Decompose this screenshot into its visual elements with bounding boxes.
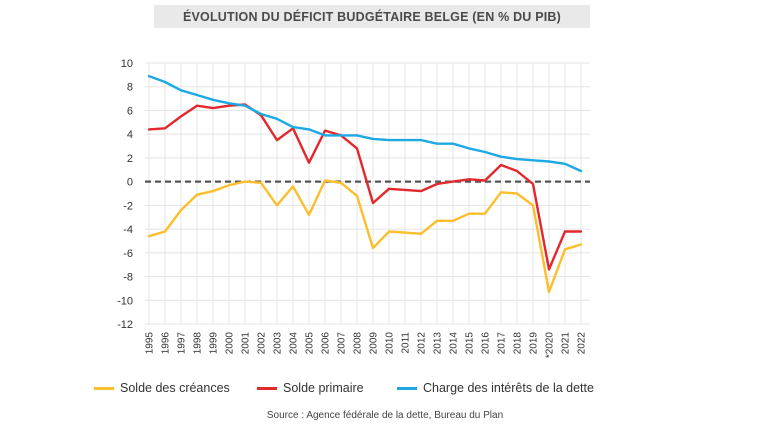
x-tick-label: 1995 (145, 332, 156, 355)
y-tick-label: -10 (117, 295, 133, 307)
y-tick-label: -4 (123, 224, 133, 236)
grid-lines (145, 62, 590, 325)
x-tick-label: 2022 (577, 332, 588, 355)
source-note: Source : Agence fédérale de la dette, Bu… (266, 410, 504, 421)
y-tick-label: -6 (123, 248, 133, 260)
x-axis-ticks: 1995 1996 1997 1998 1999 2000 2001 2002 2003 2004… (145, 332, 588, 359)
x-tick-label: 2016 (481, 332, 492, 355)
series-layer (147, 74, 583, 294)
y-tick-label: 10 (121, 58, 133, 70)
y-axis-ticks: 10 8 6 4 2 0 -2 -4 -6 -8 -10 -12 (117, 58, 133, 331)
legend-swatch-solde-primaire (257, 386, 277, 390)
x-tick-label: 2000 (225, 332, 236, 355)
x-tick-label: 2006 (321, 332, 332, 355)
x-tick-label: 2002 (257, 332, 268, 355)
legend-label: Solde primaire (283, 381, 364, 395)
x-tick-label: 2018 (513, 332, 524, 355)
x-tick-label: 2013 (433, 332, 444, 355)
x-tick-label: 2009 (369, 332, 380, 355)
x-tick-label: 2011 (401, 332, 412, 354)
chart-title-box: ÉVOLUTION DU DÉFICIT BUDGÉTAIRE BELGE (E… (154, 5, 590, 28)
x-tick-label: 2003 (273, 332, 284, 355)
x-tick-label: 1996 (161, 332, 172, 355)
series-line-1 (147, 103, 583, 271)
series-line-2 (147, 74, 583, 173)
series-line-0 (147, 179, 583, 294)
x-tick-label: 2004 (289, 332, 300, 355)
x-tick-label: 2005 (305, 332, 316, 355)
x-tick-label: 2001 (241, 332, 252, 355)
legend-swatch-charge-interets (397, 386, 417, 390)
chart-title: ÉVOLUTION DU DÉFICIT BUDGÉTAIRE BELGE (E… (182, 9, 562, 24)
legend-label: Charge des intérêts de la dette (423, 381, 594, 395)
y-tick-label: -8 (123, 272, 133, 284)
y-tick-label: 0 (127, 177, 133, 189)
legend-item-solde-primaire: Solde primaire (257, 378, 364, 398)
legend-item-charge-interets: Charge des intérêts de la dette (397, 378, 594, 398)
y-tick-label: 2 (127, 153, 133, 165)
y-tick-label: -2 (123, 200, 133, 212)
legend: Solde des créances Solde primaire Charge… (0, 378, 770, 398)
x-tick-label: 1999 (209, 332, 220, 355)
y-tick-label: 8 (127, 82, 133, 94)
x-tick-label: 2019 (529, 332, 540, 355)
x-tick-label: 2015 (465, 332, 476, 355)
x-tick-label: 2021 (561, 332, 572, 355)
legend-item-solde-creances: Solde des créances (94, 378, 230, 398)
y-tick-label: 6 (127, 105, 133, 117)
x-tick-label: 2010 (385, 332, 396, 355)
x-tick-label: 2007 (337, 332, 348, 355)
x-tick-label: 2017 (497, 332, 508, 355)
x-tick-label: 2014 (449, 332, 460, 355)
y-tick-label: 4 (127, 129, 133, 141)
legend-label: Solde des créances (120, 381, 230, 395)
y-tick-label: -12 (117, 319, 133, 331)
x-tick-label: 1997 (177, 332, 188, 355)
legend-swatch-solde-creances (94, 386, 114, 390)
x-tick-label: *2020 (545, 332, 556, 359)
x-tick-label: 1998 (193, 332, 204, 355)
x-tick-label: 2012 (417, 332, 428, 355)
x-tick-label: 2008 (353, 332, 364, 355)
